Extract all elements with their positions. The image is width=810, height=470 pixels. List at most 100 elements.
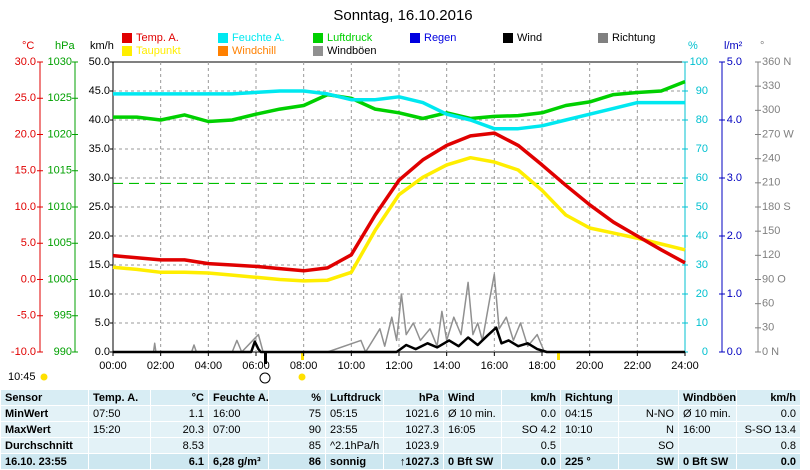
y-tick-label: 1000 bbox=[48, 273, 72, 285]
y-tick-label: 0.0 bbox=[95, 346, 110, 358]
y-tick-label: 90 O bbox=[762, 273, 786, 285]
y-tick-label: 80 bbox=[696, 114, 708, 126]
y-tick-label: 990 bbox=[54, 346, 72, 358]
table-cell: ↑1027.3 bbox=[383, 453, 444, 470]
legend-swatch bbox=[598, 33, 608, 43]
table-cell: S-SO 13.4 bbox=[736, 421, 801, 438]
summary-table: Sensor Temp. A. °C Feuchte A.% Luftdruck hPa W… bbox=[0, 389, 801, 470]
legend-label: Wind bbox=[517, 32, 542, 44]
table-cell: 16:00 bbox=[208, 405, 269, 422]
y-tick-label: 35.0 bbox=[89, 143, 110, 155]
legend-label: Windchill bbox=[232, 45, 276, 57]
y-tick-label: 0.0 bbox=[727, 346, 742, 358]
table-cell: N-NO bbox=[618, 405, 679, 422]
sun-icon bbox=[298, 373, 306, 381]
table-cell: 16:00 bbox=[678, 421, 737, 438]
table-cell: 0.0 bbox=[501, 453, 561, 470]
table-row: Durchschnitt 8.53 85 ^2.1hPa/h 1023.9 0.5 SO 0.… bbox=[0, 437, 801, 454]
x-tick-label: 00:00 bbox=[99, 360, 127, 372]
chart-title: Sonntag, 16.10.2016 bbox=[333, 7, 472, 24]
y-tick-label: 40.0 bbox=[89, 114, 110, 126]
table-cell: MaxWert bbox=[0, 421, 89, 438]
table-cell: 0.0 bbox=[736, 453, 801, 470]
axis-title: ° bbox=[760, 40, 764, 52]
table-cell: SO 4.2 bbox=[501, 421, 561, 438]
table-cell: 85 bbox=[268, 437, 326, 454]
y-tick-label: 4.0 bbox=[727, 114, 742, 126]
table-cell: sonnig bbox=[325, 453, 384, 470]
y-tick-label: 0 N bbox=[762, 346, 779, 358]
y-tick-label: 70 bbox=[696, 143, 708, 155]
table-cell: N bbox=[618, 421, 679, 438]
legend-label: Luftdruck bbox=[327, 32, 373, 44]
table-cell: % bbox=[268, 389, 326, 406]
y-tick-label: -5.0 bbox=[17, 310, 36, 322]
table-cell bbox=[208, 437, 269, 454]
series-line bbox=[113, 79, 686, 124]
y-tick-label: 10.0 bbox=[15, 201, 36, 213]
axis-title: km/h bbox=[90, 40, 114, 52]
sun-marker bbox=[264, 352, 267, 364]
table-cell: 225 ° bbox=[560, 453, 619, 470]
y-tick-label: 150 bbox=[762, 225, 780, 237]
y-tick-label: 20 bbox=[696, 288, 708, 300]
chart: Sonntag, 16.10.2016 10:45 °C -10.0 -5.0 0.0… bbox=[8, 7, 794, 384]
y-tick-label: 60 bbox=[696, 172, 708, 184]
table-cell: °C bbox=[150, 389, 209, 406]
x-tick-label: 08:00 bbox=[290, 360, 318, 372]
table-cell: Wind bbox=[443, 389, 502, 406]
series-line bbox=[112, 155, 686, 283]
y-tick-label: 240 bbox=[762, 153, 780, 165]
table-cell: km/h bbox=[501, 389, 561, 406]
legend-swatch bbox=[218, 46, 228, 56]
legend-label: Windböen bbox=[327, 45, 377, 57]
table-cell: 0.0 bbox=[501, 405, 561, 422]
y-tick-label: 10 bbox=[696, 317, 708, 329]
x-tick-label: 18:00 bbox=[528, 360, 556, 372]
y-tick-label: 330 bbox=[762, 80, 780, 92]
table-cell: 23:55 bbox=[325, 421, 384, 438]
y-tick-label: 100 bbox=[690, 56, 708, 68]
y-tick-label: 300 bbox=[762, 104, 780, 116]
y-tick-label: 15.0 bbox=[15, 165, 36, 177]
x-tick-label: 20:00 bbox=[576, 360, 604, 372]
table-cell: 20.3 bbox=[150, 421, 209, 438]
table-cell: 0.5 bbox=[501, 437, 561, 454]
table-cell: hPa bbox=[383, 389, 444, 406]
legend-swatch bbox=[313, 46, 323, 56]
x-tick-label: 24:00 bbox=[671, 360, 699, 372]
table-cell: 07:00 bbox=[208, 421, 269, 438]
y-tick-label: 120 bbox=[762, 249, 780, 261]
table-cell: 0.8 bbox=[736, 437, 801, 454]
y-tick-label: 0 bbox=[702, 346, 708, 358]
series-line bbox=[112, 131, 686, 273]
legend-swatch bbox=[410, 33, 420, 43]
axis-title: % bbox=[688, 40, 698, 52]
y-tick-label: 270 W bbox=[762, 128, 794, 140]
table-row: Sensor Temp. A. °C Feuchte A.% Luftdruck hPa W… bbox=[0, 389, 801, 406]
y-tick-label: 180 S bbox=[762, 201, 791, 213]
table-cell: Richtung bbox=[560, 389, 619, 406]
table-cell: Feuchte A. bbox=[208, 389, 269, 406]
y-tick-label: 45.0 bbox=[89, 85, 110, 97]
table-cell: Temp. A. bbox=[88, 389, 151, 406]
y-tick-label: 30.0 bbox=[89, 172, 110, 184]
legend-label: Regen bbox=[424, 32, 456, 44]
y-tick-label: 20.0 bbox=[15, 128, 36, 140]
x-tick-label: 02:00 bbox=[147, 360, 175, 372]
sun-marker bbox=[301, 352, 304, 360]
table-cell: 1027.3 bbox=[383, 421, 444, 438]
y-tick-label: 995 bbox=[54, 310, 72, 322]
table-cell: 1023.9 bbox=[383, 437, 444, 454]
table-cell: 86 bbox=[268, 453, 326, 470]
x-tick-label: 12:00 bbox=[385, 360, 413, 372]
x-tick-label: 04:00 bbox=[195, 360, 223, 372]
table-cell: Sensor bbox=[0, 389, 89, 406]
y-tick-label: 30.0 bbox=[15, 56, 36, 68]
table-cell: MinWert bbox=[0, 405, 89, 422]
y-tick-label: 60 bbox=[762, 298, 774, 310]
table-cell: 90 bbox=[268, 421, 326, 438]
y-tick-label: 90 bbox=[696, 85, 708, 97]
sun-marker bbox=[557, 352, 560, 360]
